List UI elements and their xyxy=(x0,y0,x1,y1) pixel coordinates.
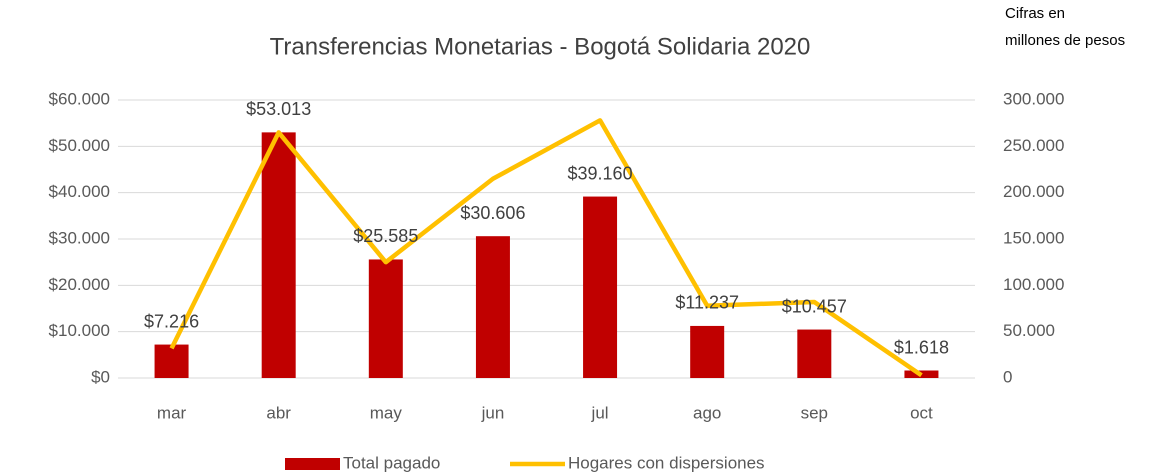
tick-label: $10.000 xyxy=(49,321,110,340)
data-label: $11.237 xyxy=(675,293,739,313)
legend-swatch xyxy=(285,458,340,470)
x-tick-label: ago xyxy=(693,403,721,422)
chart-title: Transferencias Monetarias - Bogotá Solid… xyxy=(270,33,811,60)
x-tick-label: jul xyxy=(591,403,609,422)
tick-label: $50.000 xyxy=(49,136,110,155)
data-label: $7.216 xyxy=(144,311,199,331)
annotation: millones de pesos xyxy=(1005,32,1125,49)
data-label: $1.618 xyxy=(894,337,949,357)
tick-label: 200.000 xyxy=(1003,182,1064,201)
annotation: Cifras en xyxy=(1005,5,1065,22)
bar xyxy=(797,329,832,378)
tick-label: 150.000 xyxy=(1003,228,1064,247)
tick-label: $60.000 xyxy=(49,89,110,108)
x-tick-label: oct xyxy=(910,403,933,422)
line xyxy=(169,118,923,378)
tick-label: $40.000 xyxy=(49,182,110,201)
legend-label: Hogares con dispersiones xyxy=(568,453,765,472)
bar xyxy=(690,325,725,378)
bar xyxy=(154,344,189,378)
x-tick-label: sep xyxy=(801,403,828,422)
tick-label: $20.000 xyxy=(49,275,110,294)
x-tick-label: mar xyxy=(157,403,187,422)
bar xyxy=(261,132,296,378)
tick-label: 50.000 xyxy=(1003,321,1055,340)
data-label: $10.457 xyxy=(782,296,847,316)
bar xyxy=(368,259,403,378)
tick-label: 300.000 xyxy=(1003,89,1064,108)
tick-label: 100.000 xyxy=(1003,275,1064,294)
data-label: $30.606 xyxy=(460,203,525,223)
x-tick-label: jun xyxy=(481,403,505,422)
tick-label: 0 xyxy=(1003,367,1012,386)
tick-label: $30.000 xyxy=(49,228,110,247)
x-tick-label: may xyxy=(370,403,403,422)
x-tick-label: abr xyxy=(266,403,291,422)
tick-label: 250.000 xyxy=(1003,136,1064,155)
tick-label: $0 xyxy=(91,367,110,386)
data-label: $53.013 xyxy=(246,99,311,119)
data-label: $39.160 xyxy=(568,163,633,183)
bar xyxy=(583,196,618,378)
bar xyxy=(475,236,510,378)
legend-label: Total pagado xyxy=(343,453,440,472)
data-label: $25.585 xyxy=(353,226,418,246)
